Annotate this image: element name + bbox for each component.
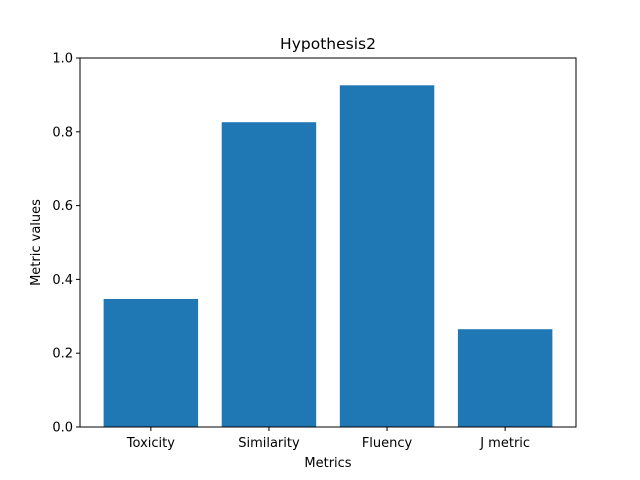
x-axis: Toxicity Similarity Fluency J metric	[126, 427, 530, 451]
y-tick-label: 0.6	[52, 199, 73, 214]
y-tick-label: 0.2	[52, 347, 73, 362]
plot-frame	[79, 57, 577, 428]
y-tick-label: 0.8	[52, 125, 73, 140]
bar-toxicity	[103, 298, 199, 427]
bars-group	[103, 85, 553, 428]
y-tick-label: 1.0	[52, 52, 73, 67]
bar-j-metric	[457, 329, 553, 427]
chart-title: Hypothesis2	[280, 35, 376, 53]
y-axis: 0.0 0.2 0.4 0.6 0.8 1.0	[52, 52, 80, 436]
x-axis-label: Metrics	[304, 456, 351, 471]
x-tick-label: Fluency	[362, 436, 413, 451]
x-tick-label: Similarity	[238, 436, 300, 451]
y-axis-label: Metric values	[29, 199, 44, 286]
y-tick-label: 0.4	[52, 273, 73, 288]
bar-similarity	[221, 122, 317, 428]
bar-fluency	[339, 85, 435, 427]
x-tick-label: Toxicity	[126, 436, 175, 451]
x-tick-label: J metric	[479, 436, 530, 451]
y-tick-label: 0.0	[52, 421, 73, 436]
